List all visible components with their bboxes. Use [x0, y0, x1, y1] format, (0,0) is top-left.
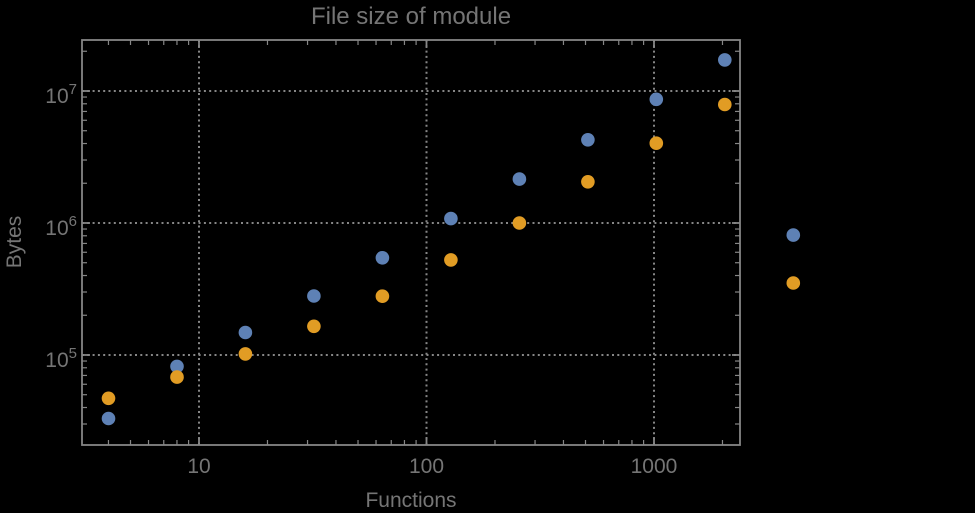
blue-series-point	[444, 211, 458, 226]
axis-ticks	[82, 40, 740, 445]
orange-series-point	[101, 391, 116, 406]
orange-series-point	[649, 136, 664, 150]
orange-series-point	[170, 370, 184, 384]
frame-border	[81, 39, 741, 446]
blue-series-point	[170, 359, 184, 374]
x-axis-label: Functions	[365, 489, 456, 512]
chart-title: File size of module	[311, 3, 511, 30]
orange-series-point	[238, 347, 253, 361]
blue-series-point	[786, 228, 801, 242]
tick-labels: 10 100 1000 105 106 107	[45, 81, 677, 478]
blue-series-point	[307, 289, 321, 303]
y-tick-label: 107	[45, 81, 77, 108]
orange-series-point	[512, 216, 527, 230]
orange-series-point	[786, 276, 801, 290]
blue-series-point	[238, 325, 253, 340]
y-tick-label: 105	[45, 345, 77, 372]
blue-series-point	[649, 92, 664, 107]
blue-series-point	[581, 133, 595, 147]
blue-series-point	[375, 250, 390, 265]
blue-series-point	[101, 411, 116, 426]
blue-series-point	[718, 53, 732, 67]
data-points	[101, 53, 801, 426]
orange-series-point	[581, 175, 595, 189]
x-tick-label: 10	[187, 455, 210, 478]
gridlines	[82, 40, 740, 445]
y-tick-label: 106	[45, 213, 77, 240]
orange-series-point	[375, 289, 390, 304]
orange-series-point	[307, 319, 321, 334]
blue-series-point	[512, 172, 527, 186]
plot-frame	[81, 39, 741, 446]
orange-series-point	[718, 97, 732, 112]
x-tick-label: 1000	[631, 455, 678, 478]
y-axis-label: Bytes	[3, 216, 26, 269]
x-tick-label: 100	[409, 455, 444, 478]
orange-series-point	[444, 253, 458, 267]
